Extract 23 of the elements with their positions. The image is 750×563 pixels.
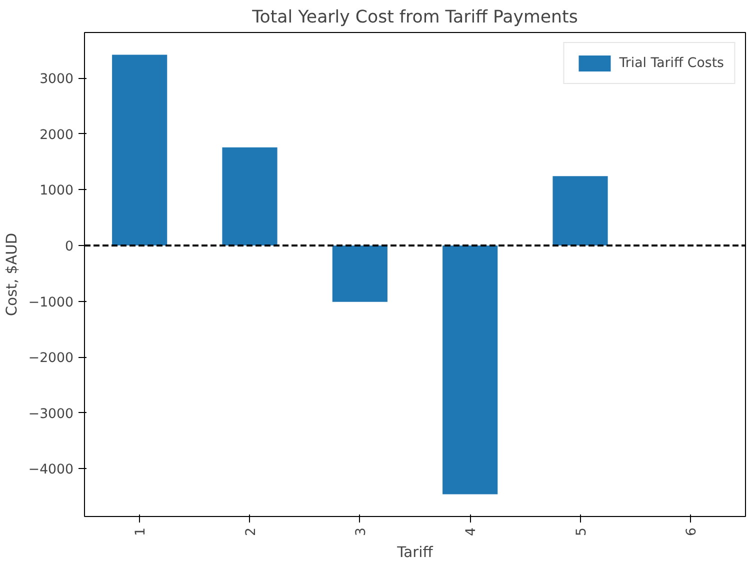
x-tick-label: 4 (464, 527, 480, 536)
y-tick-label: −3000 (28, 406, 74, 422)
x-tick-label: 1 (134, 527, 149, 536)
x-tick-label: 6 (684, 527, 700, 536)
y-tick-label: 0 (65, 240, 74, 255)
y-tick-label: −1000 (28, 295, 74, 310)
y-tick-label: 3000 (40, 72, 74, 88)
y-tick-label: −2000 (28, 351, 74, 366)
x-tick-label: 2 (244, 527, 259, 536)
x-tick-label: 5 (574, 527, 590, 536)
y-tick-label: 2000 (40, 128, 74, 143)
chart-title: Total Yearly Cost from Tariff Payments (251, 8, 578, 28)
y-tick-label: −4000 (28, 462, 74, 478)
y-axis-title: Cost, $AUD (3, 232, 20, 316)
x-axis-title: Tariff (396, 544, 434, 561)
bar (552, 176, 608, 246)
bar (222, 147, 278, 246)
legend-label: Trial Tariff Costs (619, 56, 724, 70)
bar (112, 54, 168, 246)
x-tick-label: 3 (354, 527, 369, 536)
y-tick-label: 1000 (40, 184, 74, 199)
bar (442, 246, 498, 494)
bar (332, 246, 388, 302)
